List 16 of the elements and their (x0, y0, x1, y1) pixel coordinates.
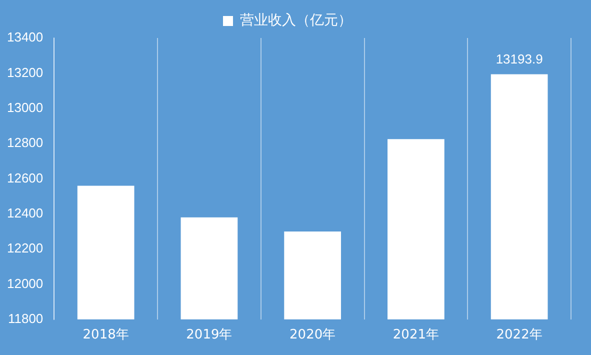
y-tick-label: 12000 (6, 276, 44, 291)
legend-label: 营业收入（亿元） (240, 12, 352, 29)
y-tick-label: 13400 (6, 30, 44, 45)
y-tick-label: 13000 (6, 100, 44, 115)
y-tick-label: 13200 (6, 64, 44, 80)
x-tick-label: 2018年 (82, 328, 129, 343)
y-tick-label: 12600 (6, 170, 44, 186)
x-tick-label: 2022年 (496, 328, 542, 343)
y-tick-label: 11800 (8, 310, 44, 326)
x-tick-label: 2020年 (290, 328, 336, 343)
y-tick-label: 12400 (6, 205, 44, 220)
y-tick-label: 12200 (6, 240, 44, 256)
x-tick-label: 2021年 (392, 328, 439, 343)
data-label: 13193.9 (496, 51, 543, 66)
y-tick-label: 12800 (6, 135, 44, 150)
x-tick-label: 2019年 (186, 328, 232, 343)
